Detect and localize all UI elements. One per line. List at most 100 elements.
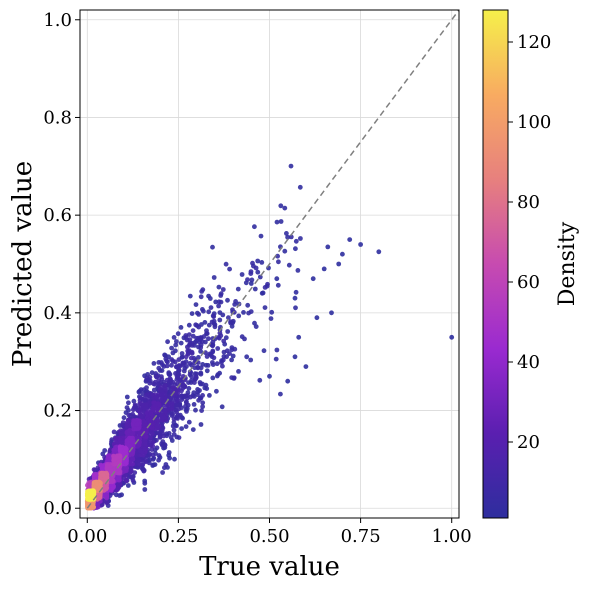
scatter-point [109, 437, 115, 443]
scatter-point [267, 373, 272, 379]
scatter-point [274, 276, 280, 282]
scatter-point [223, 335, 229, 341]
colorbar-label: Density [555, 221, 580, 306]
scatter-point [284, 231, 289, 236]
scatter-point [171, 427, 177, 433]
scatter-point [233, 299, 239, 304]
scatter-point [147, 374, 153, 380]
scatter-point [142, 446, 148, 452]
scatter-point [336, 261, 342, 267]
scatter-point [262, 305, 268, 310]
scatter-point [143, 458, 148, 464]
scatter-point [142, 487, 148, 492]
scatter-point [255, 269, 261, 275]
y-tick-label: 0.4 [43, 303, 72, 324]
scatter-point [219, 404, 225, 410]
scatter-point [118, 440, 123, 446]
scatter-point [138, 395, 143, 401]
scatter-point [126, 429, 132, 434]
scatter-point [166, 370, 172, 375]
scatter-point [190, 328, 196, 333]
scatter-point [205, 363, 211, 368]
scatter-point [218, 293, 224, 298]
scatter-point [216, 303, 222, 309]
scatter-point [248, 281, 254, 286]
scatter-point [241, 310, 246, 315]
scatter-point [164, 363, 170, 369]
scatter-point [286, 262, 292, 268]
scatter-point [211, 318, 217, 324]
scatter-point [170, 350, 176, 356]
scatter-point [152, 403, 158, 409]
x-tick-label: 0.50 [249, 526, 289, 547]
scatter-point [124, 446, 129, 452]
scatter-point [202, 320, 208, 325]
scatter-point [151, 387, 157, 393]
x-tick-label: 0.75 [341, 526, 381, 547]
scatter-point [131, 398, 137, 404]
scatter-point [292, 295, 298, 301]
colorbar-tick-label: 80 [517, 192, 540, 213]
scatter-point [288, 234, 294, 240]
scatter-point [111, 429, 117, 435]
scatter-point [94, 481, 99, 487]
colorbar [482, 9, 509, 519]
scatter-point [206, 322, 212, 328]
scatter-point [137, 448, 143, 454]
scatter-point [172, 456, 177, 462]
scatter-point [252, 224, 257, 230]
scatter-point [213, 299, 219, 305]
scatter-point [285, 234, 290, 240]
scatter-point [138, 387, 144, 392]
scatter-point [158, 360, 164, 365]
scatter-point [214, 361, 220, 367]
scatter-point [246, 310, 252, 316]
colorbar-tick-label: 100 [517, 112, 551, 133]
scatter-point [206, 293, 212, 299]
scatter-point [159, 426, 165, 432]
scatter-point [293, 289, 299, 295]
scatter-point [295, 268, 301, 273]
scatter-point [183, 424, 189, 429]
scatter-point [229, 357, 235, 363]
scatter-point [282, 248, 288, 254]
scatter-point [282, 205, 288, 211]
scatter-point [149, 447, 155, 452]
x-tick-label: 1.00 [432, 526, 472, 547]
scatter-point [175, 390, 181, 396]
scatter-point [156, 378, 162, 383]
scatter-point [229, 345, 235, 350]
scatter-point [210, 339, 216, 345]
scatter-point [143, 427, 149, 432]
scatter-point [151, 361, 157, 366]
scatter-point [171, 432, 177, 437]
scatter-point [221, 338, 227, 344]
scatter-point [187, 293, 193, 299]
scatter-point [169, 345, 175, 351]
scatter-point [210, 360, 215, 365]
scatter-point [278, 203, 284, 209]
x-tick-label: 0.25 [158, 526, 198, 547]
scatter-point [292, 354, 298, 360]
x-axis: 0.00 0.25 0.50 0.75 1.00 [67, 518, 472, 547]
scatter-point [154, 445, 160, 451]
scatter-point [181, 383, 187, 389]
y-axis: 0.0 0.2 0.4 0.6 0.8 1.0 [43, 10, 80, 519]
scatter-point [140, 466, 146, 472]
scatter-point [224, 354, 230, 360]
colorbar-tick-label: 40 [517, 352, 540, 373]
scatter-point [115, 486, 121, 492]
scatter-point [223, 261, 229, 267]
scatter-point [174, 339, 179, 344]
y-tick-label: 0.8 [43, 107, 72, 128]
scatter-point [340, 251, 345, 257]
scatter-point [137, 412, 143, 417]
scatter-point [288, 163, 294, 169]
scatter-point [151, 381, 157, 387]
scatter-point [242, 336, 247, 342]
scatter-point [259, 260, 265, 265]
scatter-point [125, 483, 131, 488]
scatter-point [220, 363, 225, 369]
scatter-point [84, 491, 90, 497]
